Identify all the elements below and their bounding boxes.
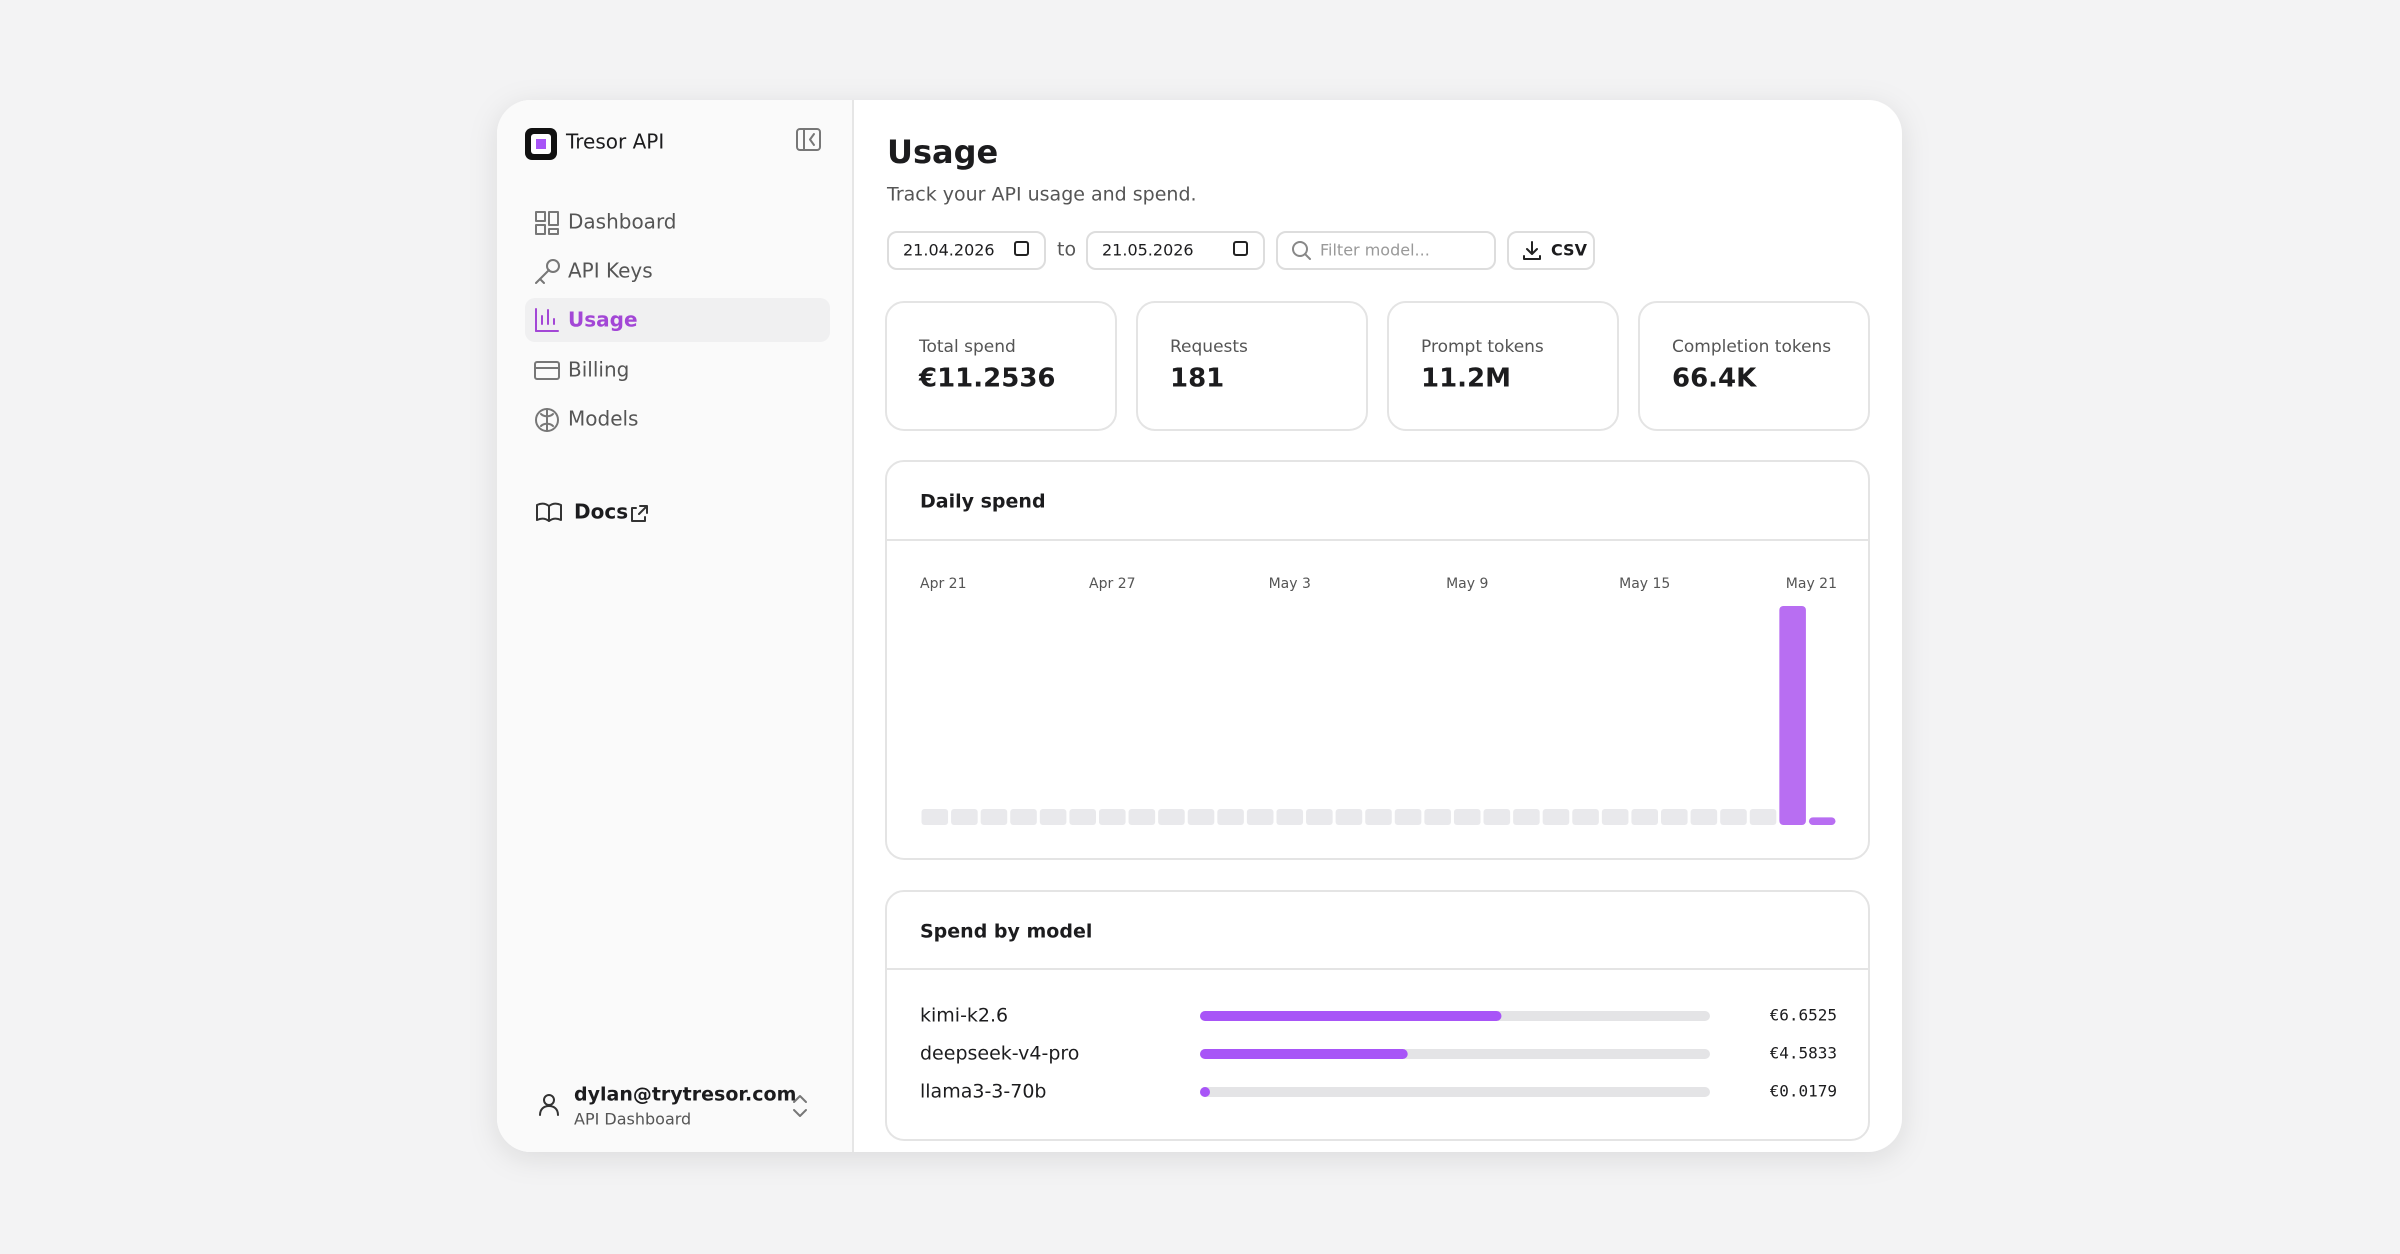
stat-value: 66.4K bbox=[1672, 364, 1757, 394]
model-filter[interactable] bbox=[1276, 231, 1496, 270]
stat-label: Requests bbox=[1170, 337, 1248, 357]
collapse-button[interactable] bbox=[796, 128, 821, 151]
user-role: API Dashboard bbox=[574, 1110, 691, 1129]
empty-bar bbox=[1749, 809, 1777, 825]
empty-bar bbox=[1098, 809, 1126, 825]
empty-bar bbox=[1513, 809, 1540, 825]
model-spend: €6.6525 bbox=[1770, 1006, 1837, 1025]
empty-bar bbox=[1720, 809, 1747, 825]
empty-bar bbox=[1246, 809, 1274, 825]
nav-item[interactable]: Dashboard bbox=[568, 210, 677, 234]
empty-bar bbox=[1039, 809, 1067, 825]
x-tick-label: May 21 bbox=[1786, 576, 1837, 592]
x-tick-label: May 15 bbox=[1619, 576, 1670, 592]
empty-bar bbox=[951, 809, 978, 825]
nav-icons bbox=[534, 211, 560, 432]
empty-bar bbox=[1010, 809, 1037, 825]
empty-bar bbox=[1661, 809, 1688, 825]
nav-item[interactable]: Models bbox=[568, 407, 638, 431]
empty-bar bbox=[1128, 809, 1156, 825]
date-to-value: 21.05.2026 bbox=[1102, 241, 1194, 260]
empty-bar bbox=[1483, 809, 1511, 825]
to-label: to bbox=[1057, 239, 1076, 261]
date-to[interactable] bbox=[1086, 231, 1265, 270]
empty-bar bbox=[1365, 809, 1392, 825]
stat-value: €11.2536 bbox=[918, 364, 1056, 394]
empty-bar bbox=[921, 809, 949, 825]
nav-item[interactable]: Billing bbox=[568, 358, 629, 382]
bar bbox=[1808, 817, 1836, 825]
empty-bar bbox=[1276, 809, 1304, 825]
empty-bar bbox=[1572, 809, 1599, 825]
stat-value: 181 bbox=[1170, 364, 1224, 394]
docs-link[interactable]: Docs bbox=[574, 500, 628, 524]
stat-card bbox=[885, 301, 1117, 431]
empty-bar bbox=[1453, 809, 1481, 825]
chart-title: Daily spend bbox=[920, 491, 1046, 513]
model-name: deepseek-v4-pro bbox=[920, 1043, 1079, 1065]
model-name: llama3-3-70b bbox=[920, 1081, 1046, 1103]
empty-bar bbox=[1069, 809, 1096, 825]
model-spend: €0.0179 bbox=[1770, 1082, 1837, 1101]
user-email: dylan@trytresor.com bbox=[574, 1084, 796, 1106]
stat-value: 11.2M bbox=[1421, 364, 1511, 394]
empty-bar bbox=[980, 809, 1008, 825]
nav-item[interactable]: Usage bbox=[568, 308, 638, 332]
empty-bar bbox=[1631, 809, 1659, 825]
x-tick-label: Apr 27 bbox=[1089, 576, 1135, 592]
page-subtitle: Track your API usage and spend. bbox=[886, 184, 1197, 206]
date-from-value: 21.04.2026 bbox=[903, 241, 995, 260]
empty-bar bbox=[1690, 809, 1718, 825]
x-tick-label: May 9 bbox=[1446, 576, 1488, 592]
bar bbox=[1200, 1011, 1502, 1021]
sidebar bbox=[497, 100, 853, 1152]
nav-item[interactable]: API Keys bbox=[568, 259, 653, 283]
date-from[interactable] bbox=[887, 231, 1046, 270]
bar bbox=[1779, 606, 1806, 825]
stat-label: Prompt tokens bbox=[1421, 337, 1544, 357]
empty-bar bbox=[1217, 809, 1244, 825]
bar bbox=[1200, 1049, 1408, 1059]
empty-bar bbox=[1158, 809, 1185, 825]
x-tick-label: Apr 21 bbox=[920, 576, 966, 592]
stat-label: Completion tokens bbox=[1672, 337, 1831, 357]
empty-bar bbox=[1601, 809, 1629, 825]
filter-placeholder: Filter model... bbox=[1320, 241, 1430, 260]
user-menu[interactable] bbox=[793, 1095, 807, 1117]
chart-title: Spend by model bbox=[920, 921, 1092, 943]
daily-card bbox=[885, 460, 1870, 860]
nav-active-bg bbox=[525, 298, 830, 342]
empty-bar bbox=[1187, 809, 1215, 825]
empty-bar bbox=[1394, 809, 1422, 825]
brand: Tresor API bbox=[565, 130, 664, 154]
stat-card bbox=[1638, 301, 1870, 431]
stat-card bbox=[1136, 301, 1368, 431]
empty-bar bbox=[1424, 809, 1451, 825]
empty-bar bbox=[1335, 809, 1363, 825]
stat-card bbox=[1387, 301, 1619, 431]
x-tick-label: May 3 bbox=[1269, 576, 1311, 592]
bar-track bbox=[1200, 1087, 1710, 1097]
empty-bar bbox=[1306, 809, 1333, 825]
empty-bar bbox=[1542, 809, 1570, 825]
model-name: kimi-k2.6 bbox=[920, 1005, 1008, 1027]
stat-label: Total spend bbox=[918, 337, 1016, 357]
model-spend: €4.5833 bbox=[1770, 1044, 1837, 1063]
csv-label: CSV bbox=[1551, 241, 1588, 260]
page-title: Usage bbox=[887, 133, 998, 171]
bar bbox=[1200, 1087, 1210, 1097]
